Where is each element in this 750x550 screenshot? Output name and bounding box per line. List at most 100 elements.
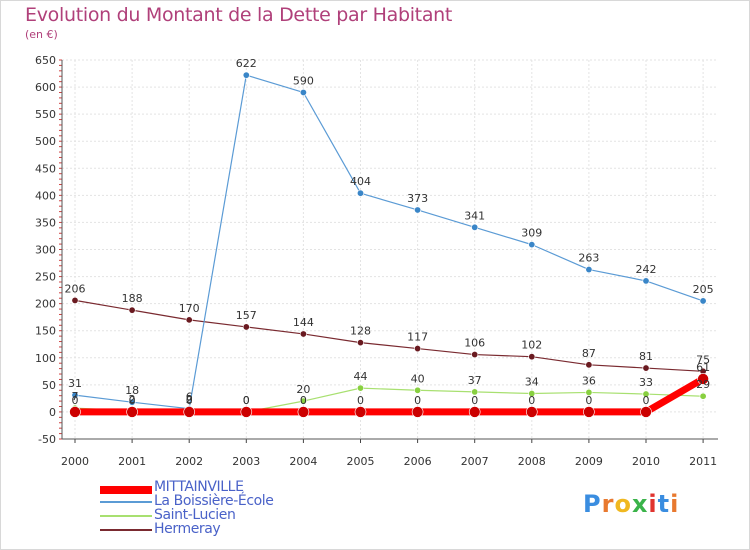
data-label: 0 (643, 394, 650, 407)
y-tick-label: 500 (35, 135, 56, 148)
data-label: 170 (179, 302, 200, 315)
data-label: 36 (582, 374, 596, 387)
data-point-la-boissiere-ecole (699, 297, 707, 305)
data-label: 29 (696, 378, 710, 391)
data-point-mittainville (525, 406, 538, 418)
x-tick-label: 2010 (632, 455, 660, 468)
data-label: 590 (293, 74, 314, 87)
series-line-hermeray (74, 299, 704, 372)
y-tick-label: 100 (35, 352, 56, 365)
data-label: 87 (582, 347, 596, 360)
data-label: 106 (464, 337, 485, 350)
legend-swatch-mittainville (100, 486, 152, 494)
data-point-hermeray (299, 330, 307, 338)
y-tick-label: 300 (35, 244, 56, 257)
data-point-la-boissiere-ecole (642, 277, 650, 285)
data-point-saint-lucien (585, 388, 593, 396)
data-label: 144 (293, 316, 314, 329)
data-label: 0 (528, 394, 535, 407)
legend-item-saint-lucien: Saint-Lucien (100, 507, 360, 523)
data-label: 157 (236, 309, 257, 322)
data-point-mittainville (640, 406, 652, 418)
y-tick-label: 550 (35, 108, 56, 121)
x-tick-label: 2011 (689, 455, 717, 468)
data-point-la-boissiere-ecole (71, 391, 79, 399)
data-label: 81 (639, 350, 653, 363)
logo-letter: o (614, 490, 632, 518)
legend-swatch-hermeray (100, 529, 152, 531)
x-tick-label: 2004 (289, 455, 317, 468)
data-label: 117 (407, 331, 428, 344)
y-tick-label: -50 (38, 433, 56, 446)
y-tick-label: 150 (35, 325, 56, 338)
y-tick-label: 50 (42, 379, 56, 392)
y-tick-label: 200 (35, 298, 56, 311)
series-lines (69, 71, 709, 418)
data-point-mittainville (411, 406, 424, 418)
data-label: 206 (65, 282, 86, 295)
data-label: 31 (68, 377, 82, 390)
data-label: 40 (411, 372, 425, 385)
logo-letter: P (583, 490, 602, 518)
data-point-mittainville (126, 406, 138, 418)
legend-label: La Boissière-École (154, 493, 274, 509)
legend-item-la-boissiere-ecole: La Boissière-École (100, 493, 360, 509)
data-label: 188 (122, 292, 143, 305)
data-point-saint-lucien (299, 397, 307, 405)
data-label: 242 (636, 263, 657, 276)
data-label: 18 (125, 384, 139, 397)
y-tick-label: 0 (49, 406, 56, 419)
data-point-saint-lucien (528, 390, 536, 398)
data-label: 373 (407, 192, 428, 205)
y-tick-label: 250 (35, 271, 56, 284)
data-point-la-boissiere-ecole (356, 189, 364, 197)
data-label: 0 (414, 394, 421, 407)
logo-letter: r (601, 490, 615, 518)
data-label: 341 (464, 209, 485, 222)
data-label: 0 (72, 394, 79, 407)
data-label: 34 (525, 376, 539, 389)
data-label: 263 (578, 252, 599, 265)
data-label: 0 (357, 394, 364, 407)
x-tick-label: 2002 (175, 455, 203, 468)
legend-label: Hermeray (154, 521, 221, 537)
x-tick-label: 2007 (461, 455, 489, 468)
y-tick-label: 650 (35, 54, 56, 67)
data-point-mittainville (240, 406, 253, 418)
legend-swatch-saint-lucien (100, 515, 152, 517)
data-point-hermeray (185, 316, 193, 324)
data-point-la-boissiere-ecole (128, 398, 136, 406)
legend-item-mittainville: MITTAINVILLE (100, 479, 360, 495)
legend-item-hermeray: Hermeray (100, 521, 360, 537)
series-line-mittainville (75, 375, 705, 416)
y-tick-label: 450 (35, 162, 56, 175)
data-label: 61 (696, 361, 710, 374)
x-tick-label: 2009 (575, 455, 603, 468)
data-label: 0 (243, 394, 250, 407)
data-point-hermeray (356, 339, 364, 347)
chart-unit-label: (en €) (25, 28, 58, 41)
data-label: 309 (521, 227, 542, 240)
data-point-hermeray (71, 296, 79, 304)
logo-letter: i (648, 490, 658, 518)
data-label: 44 (354, 370, 368, 383)
data-point-la-boissiere-ecole (414, 206, 422, 214)
x-tick-label: 2000 (61, 455, 89, 468)
data-point-la-boissiere-ecole (299, 88, 307, 96)
axes: -500501001502002503003504004505005506006… (35, 54, 718, 468)
data-point-saint-lucien (414, 386, 422, 394)
data-labels: 0 0 0 0 0 0 0 0 0 0 0 61 31 18 6 622 590 404 373 341 309 263 2… (65, 57, 714, 407)
data-label: 7 (72, 390, 79, 403)
y-tick-label: 600 (35, 81, 56, 94)
data-point-la-boissiere-ecole (242, 71, 250, 79)
data-point-la-boissiere-ecole (585, 266, 593, 274)
legend-swatch-la-boissiere-ecole (100, 501, 152, 503)
data-point-mittainville (69, 406, 81, 418)
data-point-saint-lucien (471, 388, 479, 396)
proxiti-logo: Proxiti (583, 490, 679, 518)
data-label: 0 (129, 394, 136, 407)
data-label: 2 (186, 393, 193, 406)
data-label: 128 (350, 325, 371, 338)
legend-label: Saint-Lucien (154, 507, 236, 523)
